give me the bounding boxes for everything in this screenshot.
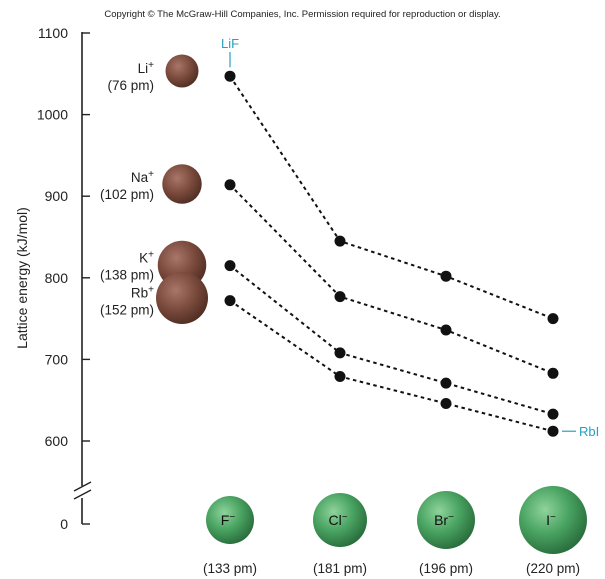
callout-rbi: RbI [579, 424, 599, 439]
y-tick-label: 600 [45, 433, 69, 449]
cation-radius-label: (152 pm) [100, 303, 154, 318]
data-point-rb [334, 371, 346, 382]
cation-sphere-rb [156, 272, 208, 324]
y-tick-label: 900 [45, 188, 69, 204]
copyright-notice: Copyright © The McGraw-Hill Companies, I… [104, 9, 501, 20]
y-tick-label: 1100 [38, 25, 68, 41]
series-line-k [229, 264, 554, 416]
anion-sphere-cl [313, 493, 367, 547]
data-point-li [224, 70, 236, 82]
data-point-rb [440, 398, 452, 409]
data-point-li [440, 270, 452, 282]
anion-sphere-f [206, 496, 254, 544]
data-point-na [224, 179, 236, 191]
cation-sphere-li [165, 54, 199, 88]
anion-sphere-br [417, 491, 475, 549]
y-tick-label: 700 [45, 351, 69, 367]
data-point-li [547, 313, 559, 325]
y-tick-label: 1000 [37, 107, 68, 123]
anion-charge: − [448, 512, 454, 523]
data-point-k [224, 260, 236, 272]
anion-charge: − [342, 512, 348, 523]
data-point-k [547, 408, 559, 420]
axis-break-mark [73, 489, 92, 500]
anion-radius-label: (181 pm) [313, 561, 367, 576]
callout-lif: LiF [221, 36, 239, 51]
y-tick-label: 800 [45, 270, 69, 286]
data-point-na [334, 291, 346, 303]
cation-radius-label: (102 pm) [100, 187, 154, 202]
data-point-rb [547, 425, 559, 437]
anion-radius-label: (220 pm) [526, 561, 580, 576]
series-line-na [229, 184, 554, 375]
cation-sphere-na [162, 164, 202, 204]
cation-charge: + [148, 168, 154, 179]
cation-charge: + [148, 249, 154, 260]
anion-symbol-i: I− [546, 512, 556, 529]
data-point-na [547, 367, 559, 379]
y-tick-label-zero: 0 [60, 516, 68, 532]
cation-radius-label: (76 pm) [107, 78, 154, 93]
cation-symbol-li: Li+ [138, 60, 155, 77]
anion-radius-label: (196 pm) [419, 561, 473, 576]
anion-radius-label: (133 pm) [203, 561, 257, 576]
cation-symbol-rb: Rb+ [131, 284, 154, 301]
data-point-k [440, 377, 452, 389]
data-point-rb [224, 295, 236, 307]
cation-symbol-k: K+ [139, 249, 154, 266]
data-point-li [334, 235, 346, 247]
anion-charge: − [550, 512, 556, 523]
data-point-na [440, 324, 452, 336]
series-line-rb [229, 299, 554, 433]
axis-break-mark [73, 481, 92, 492]
cation-radius-label: (138 pm) [100, 268, 154, 283]
series-line-li [229, 75, 554, 320]
cation-charge: + [148, 60, 154, 71]
data-point-k [334, 347, 346, 359]
anion-charge: − [229, 512, 235, 523]
cation-charge: + [148, 284, 154, 295]
anion-sphere-i [519, 486, 587, 554]
cation-symbol-na: Na+ [131, 168, 154, 185]
